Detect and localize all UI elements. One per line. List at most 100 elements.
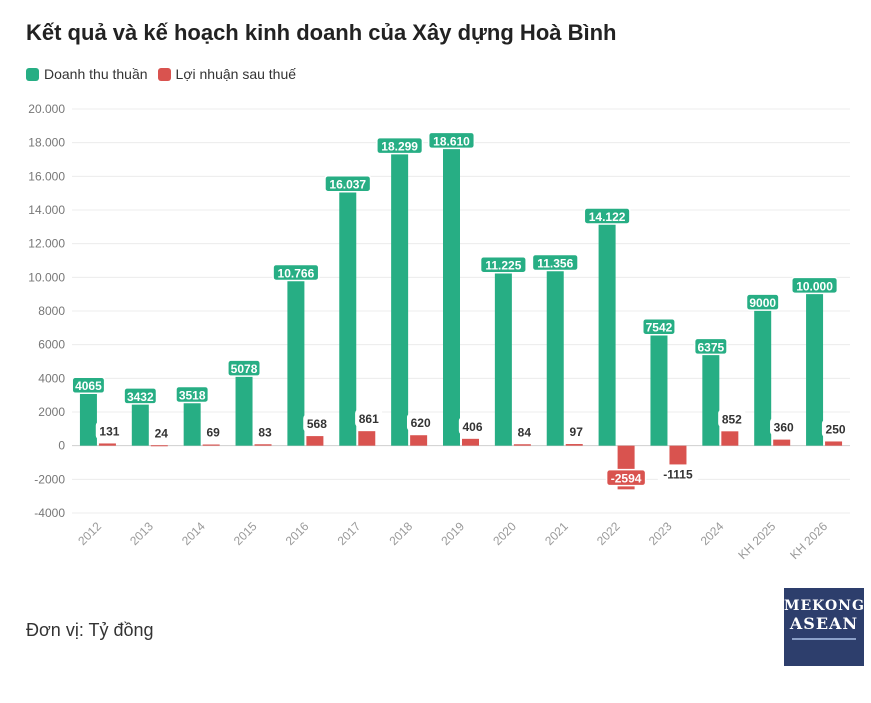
revenue-bar xyxy=(494,256,512,446)
x-tick-label: 2020 xyxy=(490,519,519,548)
profit-data-label: -2594 xyxy=(611,472,642,486)
revenue-data-label-bg xyxy=(583,207,631,225)
unit-label: Đơn vị: Tỷ đồng xyxy=(26,620,154,640)
revenue-bar xyxy=(235,360,253,446)
y-tick-label: 4000 xyxy=(38,371,65,385)
revenue-data-label: 5078 xyxy=(231,362,258,376)
mekong-asean-logo: MEKONG ASEAN xyxy=(784,588,864,666)
revenue-data-label-bg xyxy=(376,136,424,155)
profit-data-label-bg xyxy=(821,419,850,438)
revenue-bar xyxy=(287,264,305,446)
profit-data-label-bg xyxy=(355,409,383,427)
x-tick-label: 2021 xyxy=(542,519,571,548)
revenue-bar xyxy=(339,175,357,446)
profit-bar xyxy=(306,436,324,446)
revenue-data-label-bg xyxy=(272,263,320,282)
revenue-data-label-bg xyxy=(123,387,158,405)
y-tick-label: 18.000 xyxy=(28,136,65,150)
legend-item-revenue[interactable]: Doanh thu thuần xyxy=(26,66,148,82)
x-tick-label: 2015 xyxy=(231,519,260,548)
chart-title: Kết quả và kế hoạch kinh doanh của Xây d… xyxy=(26,20,617,45)
revenue-data-label: 3518 xyxy=(179,388,206,402)
revenue-data-label: 11.225 xyxy=(485,259,521,273)
y-tick-label: 8000 xyxy=(38,304,65,318)
revenue-bar xyxy=(79,377,97,446)
revenue-data-label-bg xyxy=(71,376,106,394)
profit-data-label: 360 xyxy=(774,421,794,435)
revenue-data-label: 7542 xyxy=(646,321,673,335)
legend-label-revenue: Doanh thu thuần xyxy=(44,66,148,82)
profit-data-label: 861 xyxy=(359,412,379,426)
revenue-data-label: 16.037 xyxy=(329,178,366,192)
x-tick-label: 2018 xyxy=(386,519,415,548)
revenue-data-label: 10.000 xyxy=(796,279,833,293)
profit-bar xyxy=(410,435,428,446)
profit-data-label-bg xyxy=(202,422,224,441)
profit-bar xyxy=(825,441,843,446)
profit-data-label-bg xyxy=(303,414,331,432)
y-tick-label: 0 xyxy=(58,439,65,453)
revenue-data-label: 3432 xyxy=(127,390,154,404)
profit-data-label: 69 xyxy=(206,426,220,440)
profit-bar xyxy=(565,444,583,446)
revenue-data-label: 18.610 xyxy=(433,134,470,148)
revenue-bar xyxy=(702,338,720,446)
profit-data-label-bg xyxy=(254,422,276,441)
legend-item-profit[interactable]: Lợi nhuận sau thuế xyxy=(157,66,297,82)
profit-data-label: 97 xyxy=(570,425,584,439)
profit-data-label-bg xyxy=(718,409,746,428)
x-tick-label: 2024 xyxy=(698,519,727,548)
profit-data-label: 131 xyxy=(99,424,119,438)
y-tick-label: 16.000 xyxy=(28,169,65,183)
x-tick-label: KH 2025 xyxy=(735,519,778,562)
profit-data-label-bg xyxy=(458,417,487,435)
legend-swatch-revenue xyxy=(26,67,39,81)
profit-data-label: 84 xyxy=(518,425,532,439)
x-tick-label: 2014 xyxy=(179,519,208,548)
revenue-data-label: 10.766 xyxy=(278,266,315,280)
x-tick-label: 2022 xyxy=(594,519,623,548)
revenue-data-label-bg xyxy=(745,293,780,311)
profit-bar xyxy=(358,431,376,446)
profit-data-label-bg xyxy=(514,422,535,441)
revenue-data-label: 18.299 xyxy=(381,140,418,154)
revenue-bar xyxy=(598,207,616,446)
logo-line-1: MEKONG xyxy=(784,598,865,614)
profit-data-label-bg xyxy=(770,417,798,436)
y-tick-label: 20.000 xyxy=(28,102,65,116)
y-tick-label: -2000 xyxy=(34,472,65,486)
profit-bar xyxy=(98,443,116,446)
revenue-data-label: 14.122 xyxy=(589,210,626,224)
revenue-data-label-bg xyxy=(693,337,728,356)
revenue-data-label-bg xyxy=(324,174,372,193)
legend-label-profit: Lợi nhuận sau thuế xyxy=(175,66,297,82)
x-tick-label: KH 2026 xyxy=(787,519,830,562)
y-tick-label: 12.000 xyxy=(28,237,65,251)
profit-data-label: 24 xyxy=(155,426,169,440)
profit-bar xyxy=(773,439,791,446)
profit-data-label: 620 xyxy=(411,416,431,430)
logo-divider xyxy=(792,638,856,640)
revenue-data-label-bg xyxy=(427,131,476,150)
profit-data-label-bg xyxy=(605,468,647,487)
profit-data-label: 406 xyxy=(462,420,482,434)
profit-data-label: 568 xyxy=(307,417,327,431)
profit-data-label-bg xyxy=(565,422,587,440)
revenue-data-label-bg xyxy=(531,253,579,272)
revenue-data-label: 4065 xyxy=(75,379,102,393)
legend-swatch-profit xyxy=(157,67,171,81)
y-tick-label: 10.000 xyxy=(28,270,65,284)
revenue-data-label: 6375 xyxy=(697,340,724,354)
x-tick-label: 2013 xyxy=(127,519,156,548)
profit-data-label: -1115 xyxy=(663,467,693,481)
profit-bar xyxy=(462,438,479,446)
y-tick-label: 2000 xyxy=(38,405,65,419)
revenue-data-label-bg xyxy=(642,317,676,336)
y-tick-label: 14.000 xyxy=(28,203,65,217)
profit-bar xyxy=(254,444,272,446)
revenue-bar xyxy=(391,137,409,446)
x-tick-label: 2019 xyxy=(438,519,467,548)
profit-bar xyxy=(150,445,168,447)
revenue-data-label-bg xyxy=(227,359,261,377)
